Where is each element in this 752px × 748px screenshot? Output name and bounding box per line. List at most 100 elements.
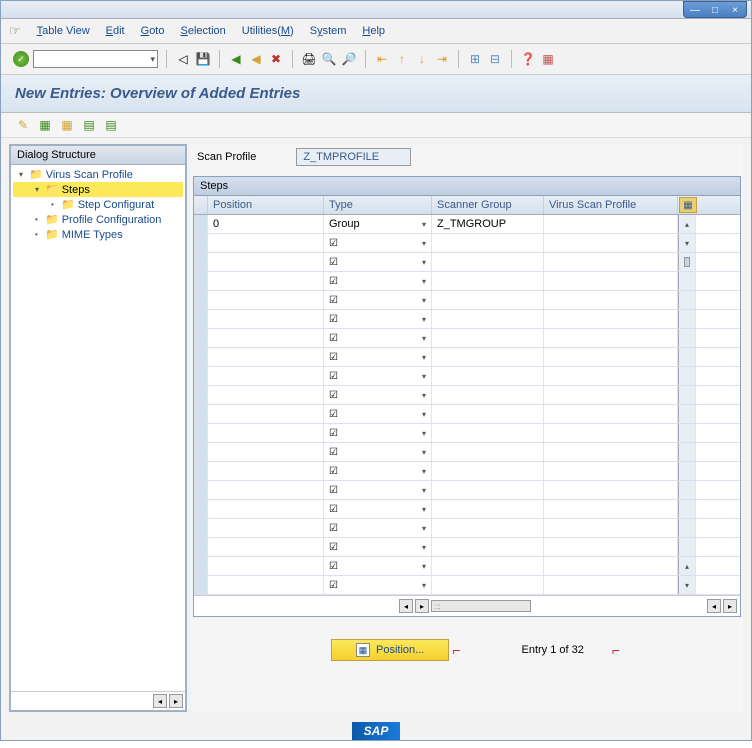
- cell-position[interactable]: [208, 443, 324, 461]
- col-settings-icon[interactable]: ▦: [679, 197, 697, 213]
- table-row[interactable]: ☑▾ ▾: [194, 234, 740, 253]
- col-type[interactable]: Type: [324, 196, 432, 214]
- cell-type[interactable]: ☑▾: [324, 291, 432, 309]
- vscroll[interactable]: [678, 367, 696, 385]
- vscroll[interactable]: ▴: [678, 557, 696, 575]
- row-selector[interactable]: [194, 405, 208, 423]
- cell-virus-scan-profile[interactable]: [544, 329, 678, 347]
- vscroll[interactable]: [678, 538, 696, 556]
- maximize-button[interactable]: □: [705, 3, 725, 17]
- table-row[interactable]: ☑▾: [194, 253, 740, 272]
- cell-position[interactable]: [208, 462, 324, 480]
- cell-position[interactable]: [208, 367, 324, 385]
- cell-virus-scan-profile[interactable]: [544, 500, 678, 518]
- cell-scanner-group[interactable]: [432, 443, 544, 461]
- vscroll[interactable]: [678, 519, 696, 537]
- row-selector[interactable]: [194, 329, 208, 347]
- menu-help[interactable]: Help: [362, 25, 385, 37]
- col-scanner-group[interactable]: Scanner Group: [432, 196, 544, 214]
- vscroll[interactable]: [678, 348, 696, 366]
- cell-scanner-group[interactable]: [432, 310, 544, 328]
- position-button[interactable]: ▦ Position...: [331, 639, 449, 661]
- cell-type[interactable]: ☑▾: [324, 348, 432, 366]
- table-row[interactable]: ☑▾: [194, 386, 740, 405]
- vscroll[interactable]: ▾: [678, 234, 696, 252]
- cell-type[interactable]: ☑▾: [324, 481, 432, 499]
- cell-type[interactable]: ☑▾: [324, 576, 432, 594]
- row-selector[interactable]: [194, 462, 208, 480]
- row-selector[interactable]: [194, 348, 208, 366]
- vscroll[interactable]: [678, 443, 696, 461]
- cell-scanner-group[interactable]: [432, 557, 544, 575]
- cell-position[interactable]: [208, 405, 324, 423]
- cell-scanner-group[interactable]: [432, 367, 544, 385]
- tree-item[interactable]: ▾📁Steps: [13, 182, 183, 197]
- cell-position[interactable]: [208, 253, 324, 271]
- table-row[interactable]: ☑▾▴: [194, 557, 740, 576]
- cell-position[interactable]: [208, 386, 324, 404]
- cell-type[interactable]: ☑▾: [324, 500, 432, 518]
- cell-virus-scan-profile[interactable]: [544, 215, 678, 233]
- row-selector[interactable]: [194, 272, 208, 290]
- cell-virus-scan-profile[interactable]: [544, 462, 678, 480]
- hscroll-right2[interactable]: ▸: [723, 599, 737, 613]
- vscroll[interactable]: [678, 310, 696, 328]
- cell-position[interactable]: [208, 481, 324, 499]
- vscroll[interactable]: [678, 291, 696, 309]
- toggle-icon[interactable]: ✎: [15, 117, 31, 133]
- cell-virus-scan-profile[interactable]: [544, 481, 678, 499]
- row-selector[interactable]: [194, 500, 208, 518]
- cell-virus-scan-profile[interactable]: [544, 386, 678, 404]
- cell-type[interactable]: ☑▾: [324, 386, 432, 404]
- cell-type[interactable]: ☑▾: [324, 462, 432, 480]
- command-field[interactable]: [33, 50, 158, 68]
- vscroll[interactable]: [678, 481, 696, 499]
- cell-scanner-group[interactable]: [432, 576, 544, 594]
- row-selector[interactable]: [194, 291, 208, 309]
- cell-type[interactable]: Group▾: [324, 215, 432, 233]
- cell-virus-scan-profile[interactable]: [544, 576, 678, 594]
- find-next-icon[interactable]: 🔎: [341, 51, 357, 67]
- table-row[interactable]: ☑▾▾: [194, 576, 740, 595]
- shortcut-icon[interactable]: ⊟: [487, 51, 503, 67]
- cell-scanner-group[interactable]: [432, 519, 544, 537]
- cell-type[interactable]: ☑▾: [324, 310, 432, 328]
- cell-type[interactable]: ☑▾: [324, 329, 432, 347]
- tree-scroll-right[interactable]: ▸: [169, 694, 183, 708]
- menu-selection[interactable]: Selection: [180, 25, 225, 37]
- table-row[interactable]: ☑▾: [194, 424, 740, 443]
- menu-edit[interactable]: Edit: [106, 25, 125, 37]
- cell-type[interactable]: ☑▾: [324, 538, 432, 556]
- tree-scroll-left[interactable]: ◂: [153, 694, 167, 708]
- table-row[interactable]: ☑▾: [194, 310, 740, 329]
- cell-scanner-group[interactable]: [432, 405, 544, 423]
- cell-scanner-group[interactable]: [432, 386, 544, 404]
- tree-item[interactable]: ▾📁Virus Scan Profile: [13, 167, 183, 182]
- menu-utilities[interactable]: Utilities(M): [242, 25, 294, 37]
- cell-scanner-group[interactable]: [432, 462, 544, 480]
- cell-type[interactable]: ☑▾: [324, 519, 432, 537]
- hscroll-right[interactable]: ▸: [415, 599, 429, 613]
- cell-type[interactable]: ☑▾: [324, 234, 432, 252]
- cell-scanner-group[interactable]: [432, 481, 544, 499]
- row-selector[interactable]: [194, 424, 208, 442]
- cell-position[interactable]: [208, 538, 324, 556]
- cell-position[interactable]: [208, 291, 324, 309]
- cell-position[interactable]: [208, 557, 324, 575]
- minimize-button[interactable]: —: [685, 3, 705, 17]
- row-selector[interactable]: [194, 386, 208, 404]
- hscroll-left[interactable]: ◂: [399, 599, 413, 613]
- enter-icon[interactable]: ✓: [13, 51, 29, 67]
- cell-position[interactable]: [208, 576, 324, 594]
- hscroll-track[interactable]: :::: [431, 600, 531, 612]
- col-selector[interactable]: [194, 196, 208, 214]
- select-all-icon[interactable]: ▦: [37, 117, 53, 133]
- table-row[interactable]: ☑▾: [194, 443, 740, 462]
- cell-scanner-group[interactable]: [432, 424, 544, 442]
- cell-type[interactable]: ☑▾: [324, 272, 432, 290]
- vscroll[interactable]: [678, 272, 696, 290]
- nav-back-icon[interactable]: ◀: [228, 51, 244, 67]
- vscroll[interactable]: [678, 405, 696, 423]
- col-position[interactable]: Position: [208, 196, 324, 214]
- nav-exit-icon[interactable]: ◀: [248, 51, 264, 67]
